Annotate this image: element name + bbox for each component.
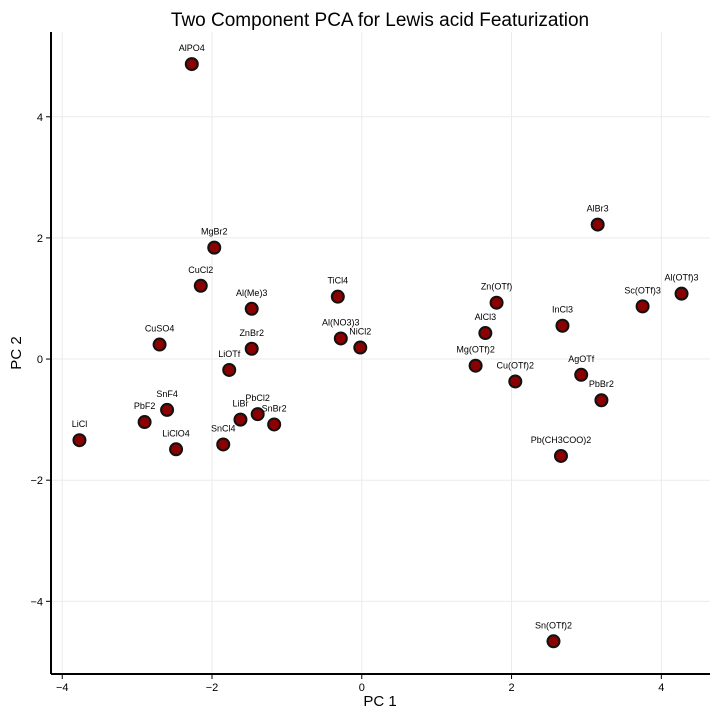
data-point — [72, 433, 87, 448]
data-point — [169, 442, 184, 457]
data-point — [207, 240, 222, 255]
data-point — [244, 341, 259, 356]
data-point — [244, 301, 259, 316]
data-point — [137, 415, 152, 430]
data-point-label: Mg(OTf)2 — [456, 345, 495, 355]
data-point-label: LiClO4 — [162, 428, 190, 438]
data-point-label: LiCl — [72, 419, 88, 429]
data-point-label: Sc(OTf)3 — [624, 285, 661, 295]
data-point-label: Pb(CH3COO)2 — [531, 435, 592, 445]
x-tick-label: −2 — [206, 682, 219, 694]
data-point — [574, 367, 589, 382]
data-point — [468, 358, 483, 373]
data-point-label: SnBr2 — [262, 403, 287, 413]
y-tick-label: 0 — [37, 354, 43, 366]
data-point-label: PbCl2 — [245, 393, 270, 403]
data-point-label: InCl3 — [552, 305, 573, 315]
data-point-label: CuSO4 — [145, 324, 175, 334]
data-point — [508, 374, 523, 389]
y-tick-label: 4 — [37, 112, 43, 124]
y-axis-label: PC 2 — [8, 336, 25, 369]
data-point-label: AgOTf — [568, 354, 595, 364]
data-point — [222, 362, 237, 377]
data-point-label: TiCl4 — [327, 276, 348, 286]
x-tick-label: −4 — [56, 682, 69, 694]
y-tick-label: −4 — [30, 596, 43, 608]
data-point-label: Sn(OTf)2 — [535, 620, 572, 630]
data-point — [555, 318, 570, 333]
data-point-label: MgBr2 — [201, 227, 228, 237]
data-point — [489, 295, 504, 310]
axes-layer — [50, 32, 710, 675]
data-point — [233, 412, 248, 427]
data-point — [184, 57, 199, 72]
data-point-label: LiOTf — [218, 349, 241, 359]
data-point — [546, 634, 561, 649]
data-point — [478, 326, 493, 341]
data-point-label: CuCl2 — [188, 265, 213, 275]
grid-layer — [51, 32, 710, 674]
data-point — [216, 437, 231, 452]
x-axis-label: PC 1 — [363, 693, 396, 710]
data-point — [674, 286, 689, 301]
y-tick-label: 2 — [37, 233, 43, 245]
data-point — [590, 217, 605, 232]
data-point — [193, 278, 208, 293]
data-point-label: LiBr — [232, 399, 248, 409]
data-point-label: AlCl3 — [475, 312, 497, 322]
points-layer: AlPO4 MgBr2 CuCl2 Al(Me)3 CuSO4 ZnBr2 LiOTf TiC… — [72, 43, 699, 649]
data-point-label: NiCl2 — [349, 327, 371, 337]
data-point-label: Cu(OTf)2 — [497, 360, 535, 370]
data-point — [160, 402, 175, 417]
data-point-label: Al(NO3)3 — [322, 317, 360, 327]
data-point — [553, 448, 568, 463]
data-point — [330, 289, 345, 304]
data-point-label: SnCl4 — [211, 423, 236, 433]
chart-title: Two Component PCA for Lewis acid Featuri… — [171, 10, 589, 31]
x-tick-label: 4 — [658, 682, 664, 694]
data-point-label: Al(Me)3 — [236, 288, 268, 298]
data-point — [152, 337, 167, 352]
data-point — [333, 331, 348, 346]
data-point — [635, 299, 650, 314]
data-point-label: AlPO4 — [179, 43, 205, 53]
data-point-label: PbF2 — [134, 401, 156, 411]
x-tick-label: 2 — [508, 682, 514, 694]
data-point-label: SnF4 — [156, 389, 178, 399]
y-tick-label: −2 — [30, 475, 43, 487]
data-point — [250, 407, 265, 422]
data-point-label: PbBr2 — [589, 379, 614, 389]
data-point-label: AlBr3 — [587, 204, 609, 214]
data-point — [267, 417, 282, 432]
data-point — [353, 340, 368, 355]
data-point-label: Al(OTf)3 — [665, 273, 699, 283]
data-point-label: Zn(OTf) — [481, 282, 513, 292]
x-tick-label: 0 — [359, 682, 365, 694]
data-point — [594, 393, 609, 408]
data-point-label: ZnBr2 — [239, 328, 264, 338]
ticks-layer: −4 −2 0 2 4 −4 −2 0 2 4 — [30, 112, 664, 694]
